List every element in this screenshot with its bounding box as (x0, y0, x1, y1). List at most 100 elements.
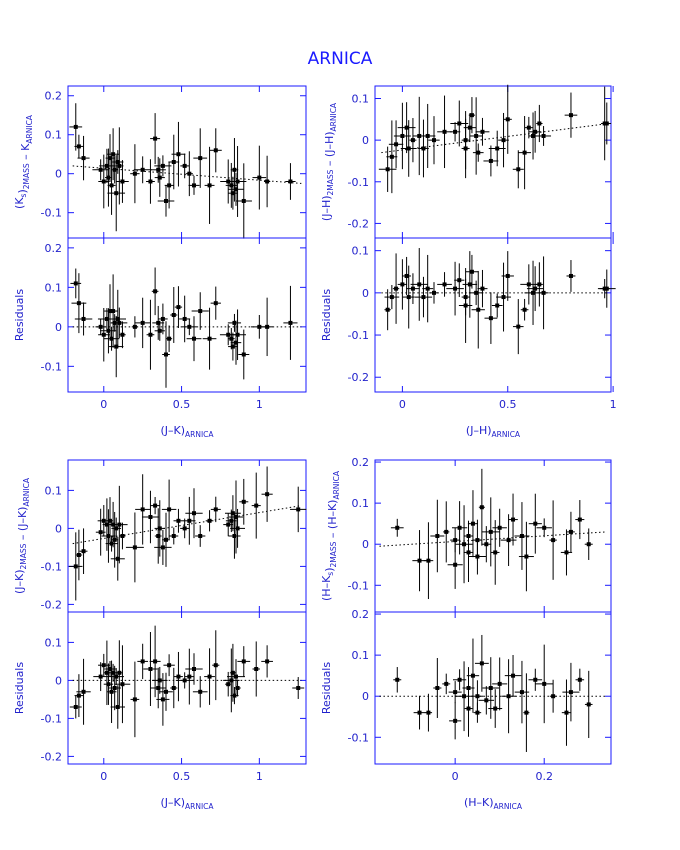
data-point (108, 156, 112, 161)
data-point (182, 678, 187, 683)
data-point (516, 324, 521, 329)
data-point (115, 556, 120, 561)
data-point (115, 705, 120, 709)
y-tick-label: -0.2 (41, 598, 62, 611)
data-point (232, 534, 237, 538)
data-point (505, 273, 510, 278)
data-point (81, 316, 86, 321)
data-point (519, 534, 524, 538)
y-tick-label: -0.2 (348, 217, 369, 230)
data-point (497, 681, 502, 686)
data-point (232, 167, 237, 172)
data-point (389, 154, 394, 159)
data-point (157, 526, 162, 531)
fit-line (72, 505, 302, 545)
data-point (230, 670, 235, 675)
data-point (542, 681, 547, 686)
data-point (426, 558, 431, 563)
y-tick-label: 0 (362, 287, 369, 300)
data-point (501, 295, 506, 300)
data-point (171, 534, 176, 538)
x-tick-label: 0.5 (499, 398, 517, 411)
data-point (586, 542, 591, 547)
data-point (98, 674, 103, 679)
data-point (101, 518, 106, 523)
x-axis-label: (J–K)ARNICA (160, 424, 214, 439)
y-tick-label: -0.1 (348, 731, 369, 744)
panel-jh-resid: -0.2 -0.1 0 0.1 0 0.5 1 Residuals (J–H)ARNICA (320, 237, 617, 439)
data-point (537, 121, 542, 126)
data-point (533, 521, 538, 526)
data-point (117, 163, 122, 168)
data-point (533, 677, 538, 682)
data-point (148, 179, 153, 184)
data-point (435, 686, 440, 690)
y-tick-label: -0.1 (41, 560, 62, 573)
data-point (453, 718, 458, 723)
data-point (537, 282, 542, 287)
data-point (101, 332, 106, 337)
data-point (115, 316, 120, 321)
data-point (176, 305, 181, 310)
data-point (226, 332, 231, 337)
y-tick-label: 0.2 (352, 608, 370, 621)
panel-jk-resid2: -0.2 -0.1 0 0.1 0 0.5 1 Residuals (J–K)ARNICA (13, 611, 307, 811)
data-point (488, 158, 493, 163)
data-point (488, 316, 493, 321)
data-point (132, 545, 137, 550)
data-point (453, 690, 458, 695)
data-point (444, 681, 449, 686)
data-point (160, 545, 165, 550)
data-point (226, 682, 231, 687)
data-point (140, 507, 145, 512)
data-point (192, 511, 196, 516)
data-point (157, 328, 162, 333)
data-point (109, 183, 114, 188)
data-point (230, 344, 235, 349)
data-point (475, 554, 480, 559)
data-point (493, 706, 498, 711)
data-point (226, 522, 231, 527)
y-tick-label: 0.1 (45, 636, 63, 649)
data-point (76, 553, 81, 557)
data-point (479, 661, 484, 666)
data-point (234, 187, 238, 192)
data-point (533, 129, 538, 134)
data-point (182, 316, 187, 321)
y-tick-label: -0.1 (41, 207, 62, 220)
data-point (457, 121, 462, 126)
data-point (524, 710, 529, 715)
data-point (176, 518, 181, 523)
data-point (198, 156, 203, 161)
data-point (506, 538, 511, 543)
data-point (288, 320, 293, 325)
data-point (187, 518, 192, 523)
data-point (421, 146, 426, 151)
data-point (229, 336, 234, 341)
data-point (207, 518, 212, 523)
data-point (406, 146, 411, 151)
data-point (254, 503, 259, 508)
data-point (466, 706, 471, 711)
data-point (265, 492, 270, 497)
data-point (493, 550, 498, 555)
data-point (73, 124, 78, 129)
data-point (467, 282, 472, 287)
data-point (542, 525, 547, 530)
data-point (457, 278, 462, 283)
data-point (115, 160, 120, 164)
data-point (400, 282, 405, 287)
data-point (425, 286, 430, 291)
data-point (164, 537, 168, 542)
data-point (117, 670, 122, 675)
y-axis-label: (H–Ks)2MASS – (H–K)ARNICA (320, 470, 341, 601)
y-tick-label: 0.2 (352, 456, 370, 469)
data-point (385, 167, 390, 172)
data-point (444, 529, 449, 534)
data-point (140, 320, 145, 325)
data-point (394, 142, 399, 147)
y-axis-label: Residuals (13, 662, 26, 714)
y-tick-label: -0.1 (348, 176, 369, 189)
y-tick-label: 0.1 (45, 129, 63, 142)
data-point (265, 659, 270, 664)
